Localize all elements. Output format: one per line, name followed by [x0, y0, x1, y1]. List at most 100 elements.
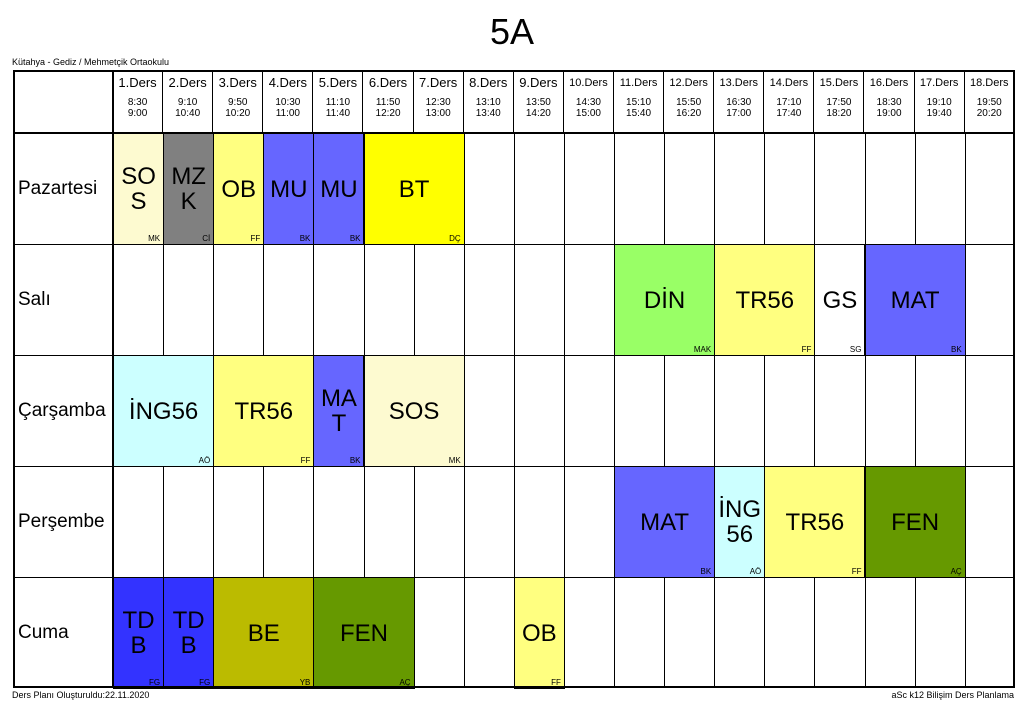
lesson-block[interactable]: TDB FG	[163, 577, 215, 690]
period-name: 14.Ders	[769, 77, 809, 89]
period-end: 19:00	[876, 108, 902, 119]
period-start: 8:30	[127, 97, 148, 108]
software-credit: aSc k12 Bilişim Ders Planlama	[891, 690, 1014, 700]
period-name: 18.Ders	[969, 77, 1009, 89]
grid-line	[964, 133, 966, 687]
period-name: 5.Ders	[318, 75, 358, 90]
period-start: 9:50	[228, 97, 248, 108]
lesson-block[interactable]: BT DÇ	[363, 133, 465, 246]
lesson-block[interactable]: TR56 FF	[213, 355, 315, 468]
lesson-subject: OB	[221, 175, 257, 203]
lesson-subject: MAT	[890, 286, 940, 314]
lesson-block[interactable]: İNG56 AÖ	[714, 466, 766, 579]
period-time: 17:10 17:40	[764, 97, 813, 119]
lesson-teacher: YB	[299, 678, 311, 688]
lesson-block[interactable]: İNG56 AÖ	[113, 355, 215, 468]
lesson-block[interactable]: MZK Cİ	[163, 133, 215, 246]
grid-line	[614, 133, 615, 687]
lesson-subject: FEN	[891, 508, 940, 536]
lesson-block[interactable]: FEN AÇ	[864, 466, 966, 579]
lesson-block[interactable]: OB FF	[213, 133, 265, 246]
lesson-subject: SOS	[121, 163, 156, 216]
period-name: 8.Ders	[469, 75, 508, 90]
lesson-block[interactable]: MAT BK	[864, 244, 966, 357]
period-end: 15:40	[626, 108, 652, 119]
lesson-subject: MAT	[320, 385, 357, 438]
period-end: 15:00	[575, 108, 601, 119]
lesson-teacher: SG	[849, 345, 862, 355]
period-end: 12:20	[375, 108, 401, 119]
period-time: 15:50 16:20	[664, 97, 713, 119]
lesson-teacher: MK	[448, 456, 461, 466]
lesson-subject: İNG56	[128, 397, 199, 425]
period-end: 19:40	[926, 108, 952, 119]
lesson-subject: MU	[320, 175, 358, 203]
lesson-teacher: FF	[250, 234, 261, 244]
period-name: 17.Ders	[919, 77, 959, 89]
day-label: Perşembe	[18, 510, 105, 532]
grid-line	[664, 133, 666, 687]
lesson-block[interactable]: OB FF	[513, 577, 565, 690]
period-header: 1.Ders 8:30 9:00	[113, 72, 164, 133]
period-start: 12:30	[425, 97, 451, 108]
lesson-block[interactable]: GS SG	[814, 244, 866, 357]
period-start: 15:10	[626, 97, 652, 108]
period-time: 17:50 18:20	[814, 97, 863, 119]
lesson-block[interactable]: MU BK	[313, 133, 365, 246]
day-label: Çarşamba	[18, 399, 106, 421]
period-time: 10:30 11:00	[263, 97, 312, 119]
period-start: 11:10	[325, 97, 351, 108]
period-end: 13:00	[425, 108, 451, 119]
lesson-subject: BE	[247, 619, 280, 647]
lesson-teacher: BK	[700, 567, 712, 577]
lesson-block[interactable]: DİN MAK	[614, 244, 716, 357]
period-header: 2.Ders 9:10 10:40	[163, 72, 214, 133]
period-start: 14:30	[575, 97, 601, 108]
period-name: 13.Ders	[719, 77, 758, 89]
grid-line	[914, 133, 916, 687]
period-end: 17:40	[776, 108, 802, 119]
period-time: 9:10 10:40	[163, 97, 212, 119]
lesson-block[interactable]: SOS MK	[113, 133, 165, 246]
period-start: 11:50	[375, 97, 401, 108]
lesson-block[interactable]: TR56 FF	[764, 466, 866, 579]
period-name: 4.Ders	[268, 75, 307, 90]
period-name: 6.Ders	[368, 75, 408, 90]
lesson-teacher: FF	[551, 678, 561, 688]
period-start: 18:30	[876, 97, 902, 108]
period-start: 17:10	[776, 97, 802, 108]
lesson-subject: TDB	[172, 607, 205, 660]
lesson-block[interactable]: MU BK	[263, 133, 315, 246]
lesson-block[interactable]: MAT BK	[614, 466, 716, 579]
period-name: 3.Ders	[218, 75, 257, 90]
lesson-block[interactable]: TR56 FF	[714, 244, 816, 357]
lesson-teacher: FF	[801, 345, 812, 355]
lesson-subject: TR56	[735, 286, 795, 314]
lesson-block[interactable]: FEN AÇ	[313, 577, 415, 690]
lesson-subject: TR56	[234, 397, 294, 425]
period-end: 11:40	[325, 108, 351, 119]
day-label: Pazartesi	[18, 177, 98, 199]
lesson-block[interactable]: TDB FG	[113, 577, 165, 690]
period-header: 3.Ders 9:50 10:20	[213, 72, 264, 133]
lesson-subject: GS	[822, 286, 858, 314]
period-time: 11:50 12:20	[364, 97, 413, 119]
lesson-subject: MU	[270, 175, 308, 203]
lesson-block[interactable]: SOS MK	[363, 355, 465, 468]
period-start: 9:10	[177, 97, 198, 108]
lesson-subject: SOS	[388, 397, 440, 425]
lesson-teacher: BK	[349, 456, 361, 466]
lesson-block[interactable]: MAT BK	[313, 355, 365, 468]
grid-line	[764, 133, 766, 687]
period-header: 11.Ders 15:10 15:40	[614, 72, 665, 133]
period-header: 5.Ders 11:10 11:40	[313, 72, 364, 133]
period-end: 9:00	[127, 108, 148, 119]
period-start: 19:50	[976, 97, 1002, 108]
lesson-teacher: FG	[199, 678, 211, 688]
lesson-block[interactable]: BE YB	[213, 577, 315, 690]
grid-line	[563, 133, 565, 687]
period-time: 8:30 9:00	[113, 97, 162, 119]
period-name: 7.Ders	[418, 75, 458, 90]
page-title: 5A	[489, 11, 535, 52]
lesson-teacher: FF	[300, 456, 311, 466]
